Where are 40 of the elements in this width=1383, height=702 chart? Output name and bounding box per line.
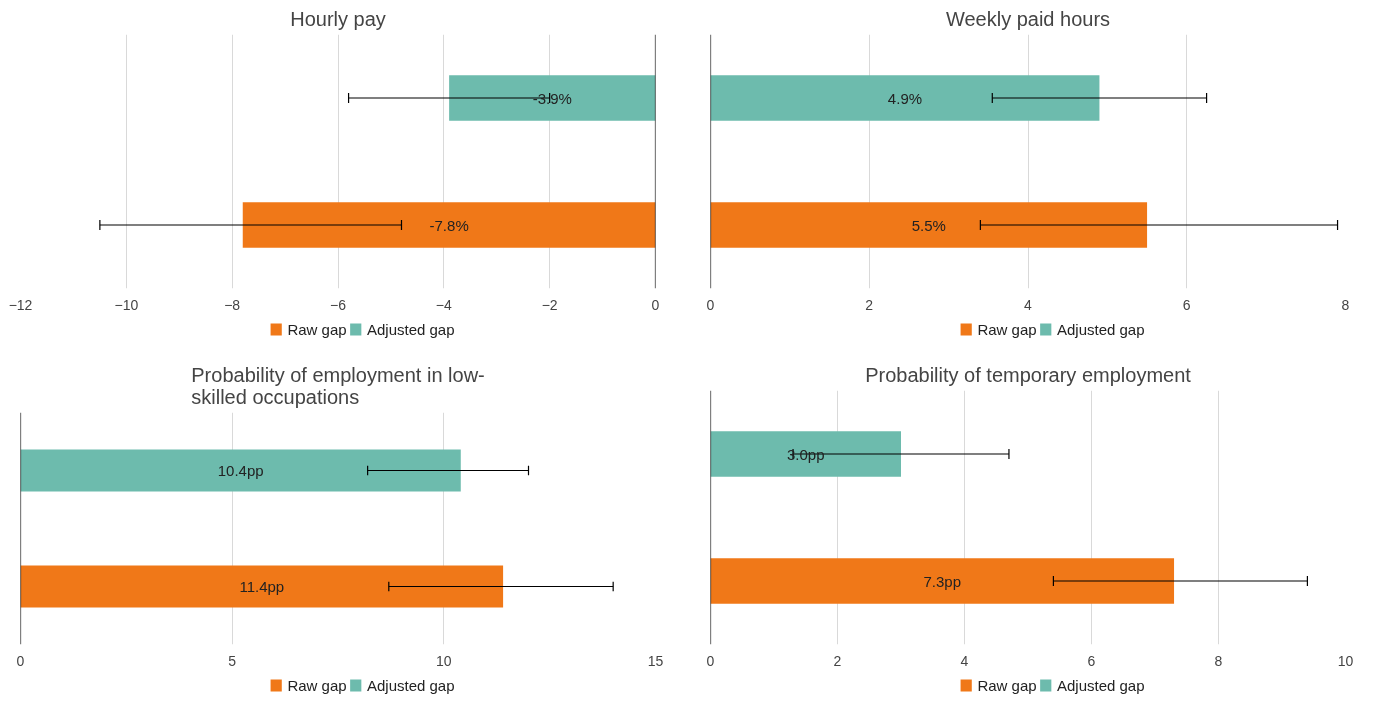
legend-label: Raw gap	[287, 677, 347, 694]
x-tick-label: 0	[16, 652, 25, 669]
x-tick-label: 10	[436, 652, 452, 669]
legend-label: Adjusted gap	[1056, 677, 1145, 694]
x-tick-label: 0	[651, 296, 660, 313]
x-tick-label: −10	[114, 296, 139, 313]
data-label: 4.9%	[887, 89, 923, 107]
data-label: 11.4pp	[239, 578, 285, 595]
x-tick-label: 15	[647, 652, 664, 669]
legend-label: Adjusted gap	[366, 677, 455, 694]
chart-title: Probability of employment in low-skilled occupations	[191, 363, 485, 408]
data-label: 10.4pp	[217, 462, 264, 479]
data-label: 7.3pp	[923, 572, 962, 590]
x-tick-label: 2	[865, 296, 874, 313]
data-label: 5.5%	[911, 216, 946, 234]
legend-label: Raw gap	[287, 321, 347, 338]
legend-label: Raw gap	[977, 677, 1037, 694]
x-tick-label: 0	[706, 652, 715, 669]
x-tick-label: 8	[1214, 652, 1223, 669]
data-label: -7.8%	[429, 216, 469, 234]
x-tick-label: 0	[706, 296, 715, 313]
x-tick-label: −6	[330, 296, 347, 313]
x-tick-label: −4	[435, 296, 453, 313]
x-tick-label: 4	[960, 652, 969, 669]
legend-label: Raw gap	[977, 321, 1037, 338]
x-tick-label: 10	[1337, 652, 1354, 669]
x-tick-label: 6	[1087, 652, 1096, 669]
legend-label: Adjusted gap	[1056, 321, 1145, 338]
x-tick-label: 8	[1341, 296, 1350, 313]
x-tick-label: 6	[1182, 296, 1191, 313]
chart-title: Probability of temporary employment	[865, 363, 1192, 386]
x-tick-label: 2	[833, 652, 842, 669]
chart-title: Weekly paid hours	[945, 7, 1111, 30]
legend-label: Adjusted gap	[366, 321, 455, 338]
x-tick-label: 4	[1024, 296, 1033, 313]
x-tick-label: 5	[228, 652, 237, 669]
x-tick-label: −12	[8, 296, 33, 313]
x-tick-label: −8	[224, 296, 241, 313]
chart-title: Hourly pay	[290, 7, 386, 30]
x-tick-label: −2	[541, 296, 558, 313]
